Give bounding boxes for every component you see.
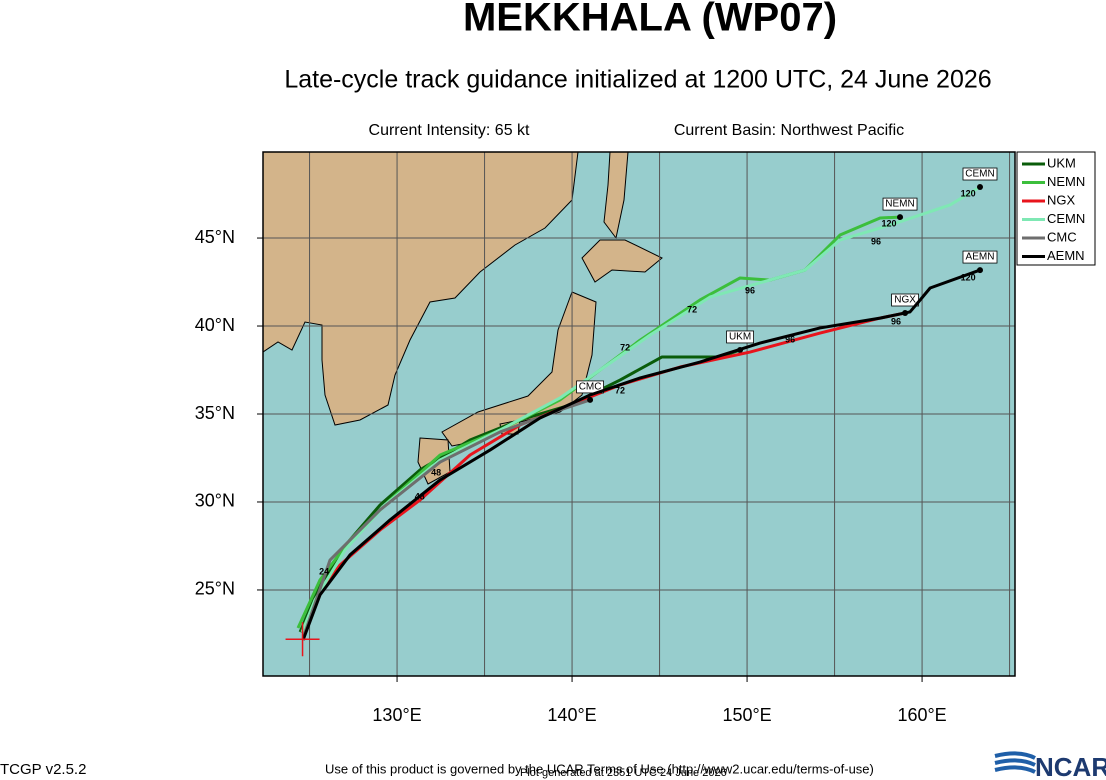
- track-label: AEMN: [966, 252, 995, 263]
- track-label: NEMN: [885, 199, 914, 210]
- intensity: Current Intensity: 65 kt: [369, 122, 531, 139]
- track-label-box: [962, 167, 998, 181]
- version: TCGP v2.5.2: [0, 761, 86, 778]
- track-label: UKM: [729, 332, 751, 343]
- title: MEKKHALA (WP07): [463, 0, 837, 40]
- legend-label: NEMN: [1047, 174, 1085, 189]
- x-tick-label: 150°E: [722, 705, 771, 725]
- hour-label: 96: [871, 236, 881, 246]
- hour-label: 96: [891, 316, 901, 326]
- hour-label: 24: [319, 566, 329, 576]
- track-label: CEMN: [965, 169, 994, 180]
- hour-label: 72: [615, 386, 625, 396]
- legend-label: AEMN: [1047, 248, 1085, 263]
- x-tick-label: 140°E: [547, 705, 596, 725]
- track-end: [897, 214, 904, 221]
- track: [301, 268, 981, 641]
- track-label-box: [726, 330, 754, 344]
- hour-label: 72: [620, 342, 630, 352]
- track-label-box: [576, 380, 604, 394]
- track-end: [976, 184, 983, 191]
- y-tick-label: 40°N: [195, 315, 235, 335]
- hour-label: 96: [785, 334, 795, 344]
- track-end: [976, 267, 983, 274]
- y-tick-label: 45°N: [195, 227, 235, 247]
- hour-label: 120: [961, 188, 976, 198]
- basin: Current Basin: Northwest Pacific: [674, 122, 904, 139]
- hour-label: 96: [745, 285, 755, 295]
- legend-label: NGX: [1047, 192, 1076, 207]
- hour-label: 48: [431, 467, 441, 477]
- y-tick-label: 35°N: [195, 403, 235, 423]
- subtitle: Late-cycle track guidance initialized at…: [284, 66, 991, 94]
- hour-label: 48: [415, 491, 425, 501]
- legend-label: UKM: [1047, 155, 1076, 170]
- hour-label: 120: [881, 218, 896, 228]
- legend-label: CEMN: [1047, 211, 1085, 226]
- track-end: [587, 396, 594, 403]
- track-label: CMC: [579, 382, 602, 393]
- x-tick-label: 130°E: [372, 705, 421, 725]
- track-label: NGX: [894, 295, 916, 306]
- track: [300, 185, 981, 633]
- logo-mark: [994, 751, 1036, 774]
- footer-generated: Plot generated at 2351 UTC 24 June 2026: [520, 767, 727, 779]
- current-position: [285, 622, 320, 657]
- track-label-box: [962, 250, 998, 264]
- legend: [1016, 151, 1096, 266]
- logo: NCAR: [1035, 752, 1106, 780]
- y-tick-label: 25°N: [195, 579, 235, 599]
- y-tick-label: 30°N: [195, 491, 235, 511]
- footer-terms: Use of this product is governed by the U…: [325, 761, 874, 776]
- track-label-box: [882, 197, 918, 211]
- hour-label: 120: [961, 272, 976, 282]
- x-tick-label: 160°E: [897, 705, 946, 725]
- hour-label: 72: [687, 305, 697, 315]
- legend-label: CMC: [1047, 229, 1077, 244]
